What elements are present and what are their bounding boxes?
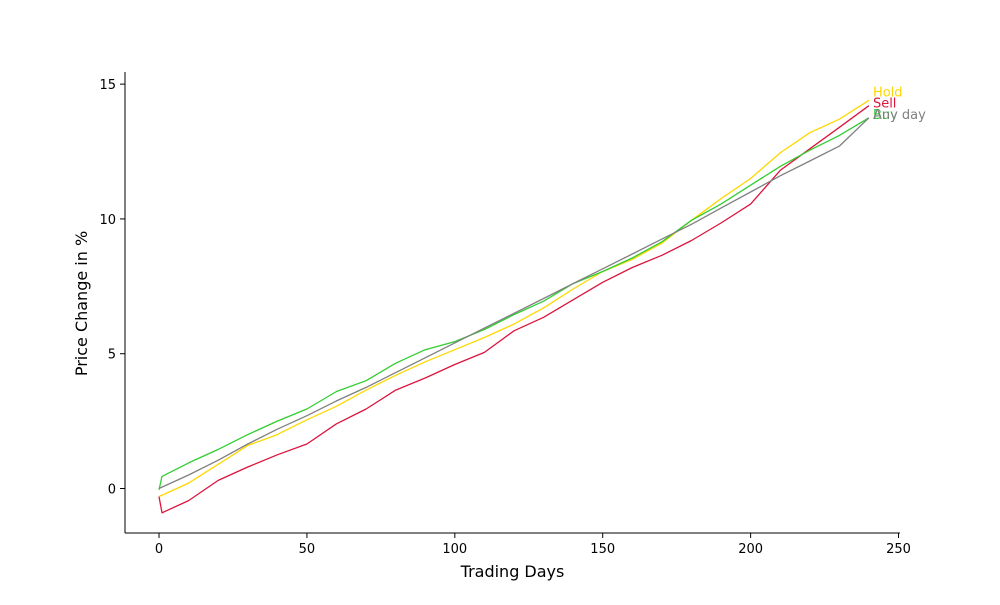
series-label-sell: Sell [873, 97, 896, 112]
series-label-hold: Hold [873, 85, 903, 100]
series-line-any-day [158, 117, 870, 490]
series-line-sell [158, 105, 870, 514]
y-tick-label: 0 [108, 483, 116, 498]
axes [124, 72, 900, 534]
x-tick-label: 50 [299, 542, 316, 557]
x-tick-label: 0 [155, 542, 163, 557]
series-label-buy: Buy [873, 108, 898, 123]
y-tick-label: 10 [99, 213, 116, 228]
ticks: 0 50 100 150 200 250 0 5 10 15 [99, 78, 910, 557]
x-tick-label: 100 [442, 542, 467, 557]
series-lines [158, 99, 870, 514]
series-line-buy [158, 117, 870, 491]
y-tick-label: 15 [99, 78, 116, 93]
y-axis-title: Price Change in % [72, 231, 91, 376]
x-tick-label: 250 [886, 542, 911, 557]
y-tick-label: 5 [108, 348, 116, 363]
x-tick-label: 150 [590, 542, 615, 557]
series-line-hold [158, 99, 870, 498]
x-tick-label: 200 [738, 542, 763, 557]
x-axis-title: Trading Days [460, 562, 565, 581]
series-label-any-day: Any day [873, 108, 926, 123]
